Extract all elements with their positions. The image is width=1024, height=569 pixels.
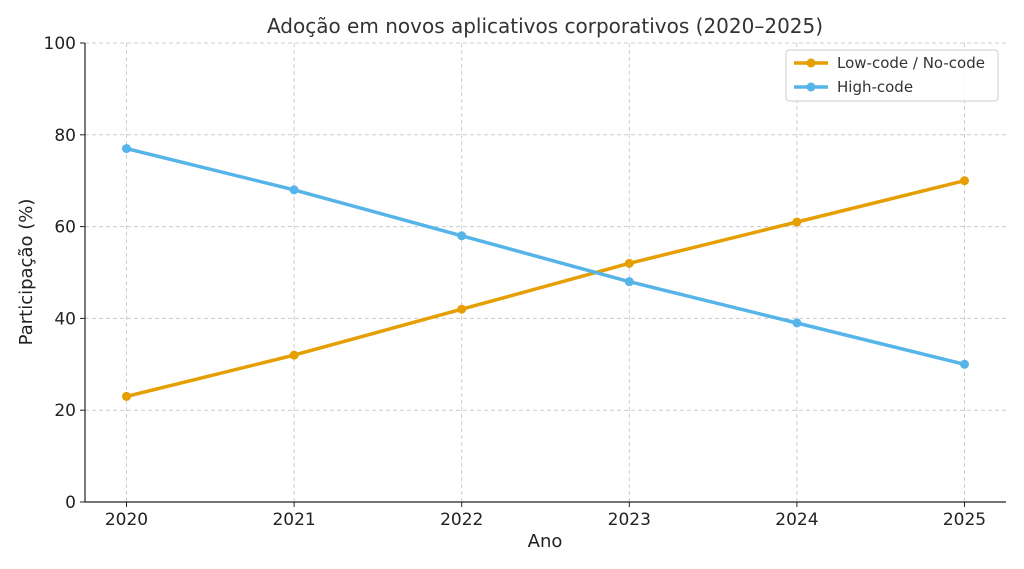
- x-tick-label: 2025: [943, 510, 986, 530]
- data-point: [457, 304, 467, 314]
- y-axis-label: Participação (%): [16, 199, 37, 346]
- data-point: [122, 144, 131, 154]
- data-point: [792, 217, 802, 227]
- series: [122, 144, 969, 401]
- data-point: [289, 185, 299, 195]
- data-point: [624, 258, 634, 268]
- data-point: [960, 359, 969, 369]
- y-tick-label: 60: [54, 218, 76, 238]
- series-1: [122, 176, 969, 401]
- y-tick-label: 0: [65, 493, 76, 513]
- legend-marker: [806, 58, 816, 68]
- series-2: [122, 144, 969, 369]
- legend-label: High-code: [837, 78, 913, 96]
- data-point: [457, 231, 467, 241]
- x-tick-label: 2023: [608, 510, 651, 530]
- data-point: [792, 318, 802, 328]
- x-tick-label: 2020: [105, 510, 148, 530]
- series-line: [124, 178, 967, 399]
- grid: [85, 42, 1006, 502]
- y-tick-label: 80: [54, 126, 76, 146]
- x-tick-label: 2022: [440, 510, 483, 530]
- y-tick-label: 20: [54, 401, 76, 421]
- tick-labels: 2020 2021 2022 2023 2024 2025 0 20 40 60 80 100: [44, 34, 987, 530]
- legend: Low-code / No-code High-code: [785, 49, 999, 102]
- data-point: [624, 277, 634, 287]
- x-axis-label: Ano: [528, 531, 563, 552]
- series-line: [124, 146, 967, 367]
- y-tick-label: 100: [44, 34, 76, 54]
- legend-marker: [806, 82, 816, 92]
- chart-title: Adoção em novos aplicativos corporativos…: [267, 14, 823, 38]
- legend-box: [785, 49, 999, 102]
- axes: [84, 43, 1006, 503]
- data-point: [289, 350, 299, 360]
- x-tick-label: 2024: [775, 510, 818, 530]
- legend-item: High-code: [794, 78, 913, 96]
- legend-item: Low-code / No-code: [794, 54, 985, 72]
- data-point: [960, 176, 969, 186]
- y-tick-label: 40: [54, 309, 76, 329]
- data-point: [122, 391, 131, 401]
- legend-label: Low-code / No-code: [837, 54, 985, 72]
- x-tick-label: 2021: [272, 510, 315, 530]
